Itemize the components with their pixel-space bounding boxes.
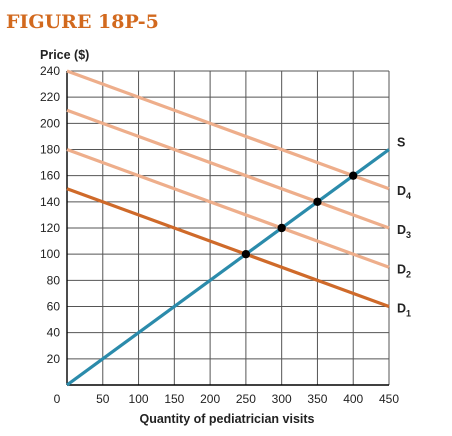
y-tick-label-140: 140 xyxy=(40,195,60,209)
x-tick-label-100: 100 xyxy=(129,392,149,406)
series-label-s: S xyxy=(397,136,405,150)
y-tick-label-120: 120 xyxy=(40,221,60,235)
plot-area: 20 40 60 80 100 120 140 160 180 200 220 240 0 50 100 15… xyxy=(40,64,411,406)
series-line-d3 xyxy=(66,108,390,230)
y-tick-label-220: 220 xyxy=(40,90,60,104)
x-axis-title: Quantity of pediatrician visits xyxy=(139,412,314,426)
x-tick-label-0: 0 xyxy=(54,392,61,406)
equilibrium-point-300 xyxy=(277,223,286,233)
equilibrium-point-400 xyxy=(349,171,358,180)
series-label-d3: D3 xyxy=(397,223,411,240)
series-label-d1: D1 xyxy=(397,302,411,319)
y-tick-label-240: 240 xyxy=(40,64,60,78)
series-label-d4: D4 xyxy=(397,184,411,201)
figure-title: FIGURE 18P-5 xyxy=(6,11,159,33)
y-tick-label-180: 180 xyxy=(40,143,60,157)
x-tick-label-150: 150 xyxy=(164,392,184,406)
series-label-d2: D2 xyxy=(397,262,411,279)
series-line-d4 xyxy=(66,69,390,191)
x-tick-label-400: 400 xyxy=(343,392,363,406)
y-tick-label-100: 100 xyxy=(40,247,60,261)
x-tick-label-350: 350 xyxy=(307,392,327,406)
equilibrium-point-250 xyxy=(241,249,251,259)
y-tick-label-80: 80 xyxy=(47,273,61,287)
x-tick-label-200: 200 xyxy=(200,392,220,406)
equilibrium-point-350 xyxy=(313,197,322,207)
series-line-d2 xyxy=(66,147,390,269)
y-tick-label-40: 40 xyxy=(47,326,61,340)
series-line-d1 xyxy=(66,187,390,309)
x-tick-label-50: 50 xyxy=(96,392,110,406)
y-tick-label-200: 200 xyxy=(40,116,60,130)
y-tick-label-160: 160 xyxy=(40,169,60,183)
x-tick-label-300: 300 xyxy=(272,392,292,406)
y-axis-title: Price ($) xyxy=(40,48,89,62)
x-tick-label-450: 450 xyxy=(379,392,399,406)
x-tick-label-250: 250 xyxy=(236,392,256,406)
series-line-s xyxy=(66,148,390,387)
y-tick-label-20: 20 xyxy=(47,352,61,366)
y-tick-label-60: 60 xyxy=(47,300,61,314)
